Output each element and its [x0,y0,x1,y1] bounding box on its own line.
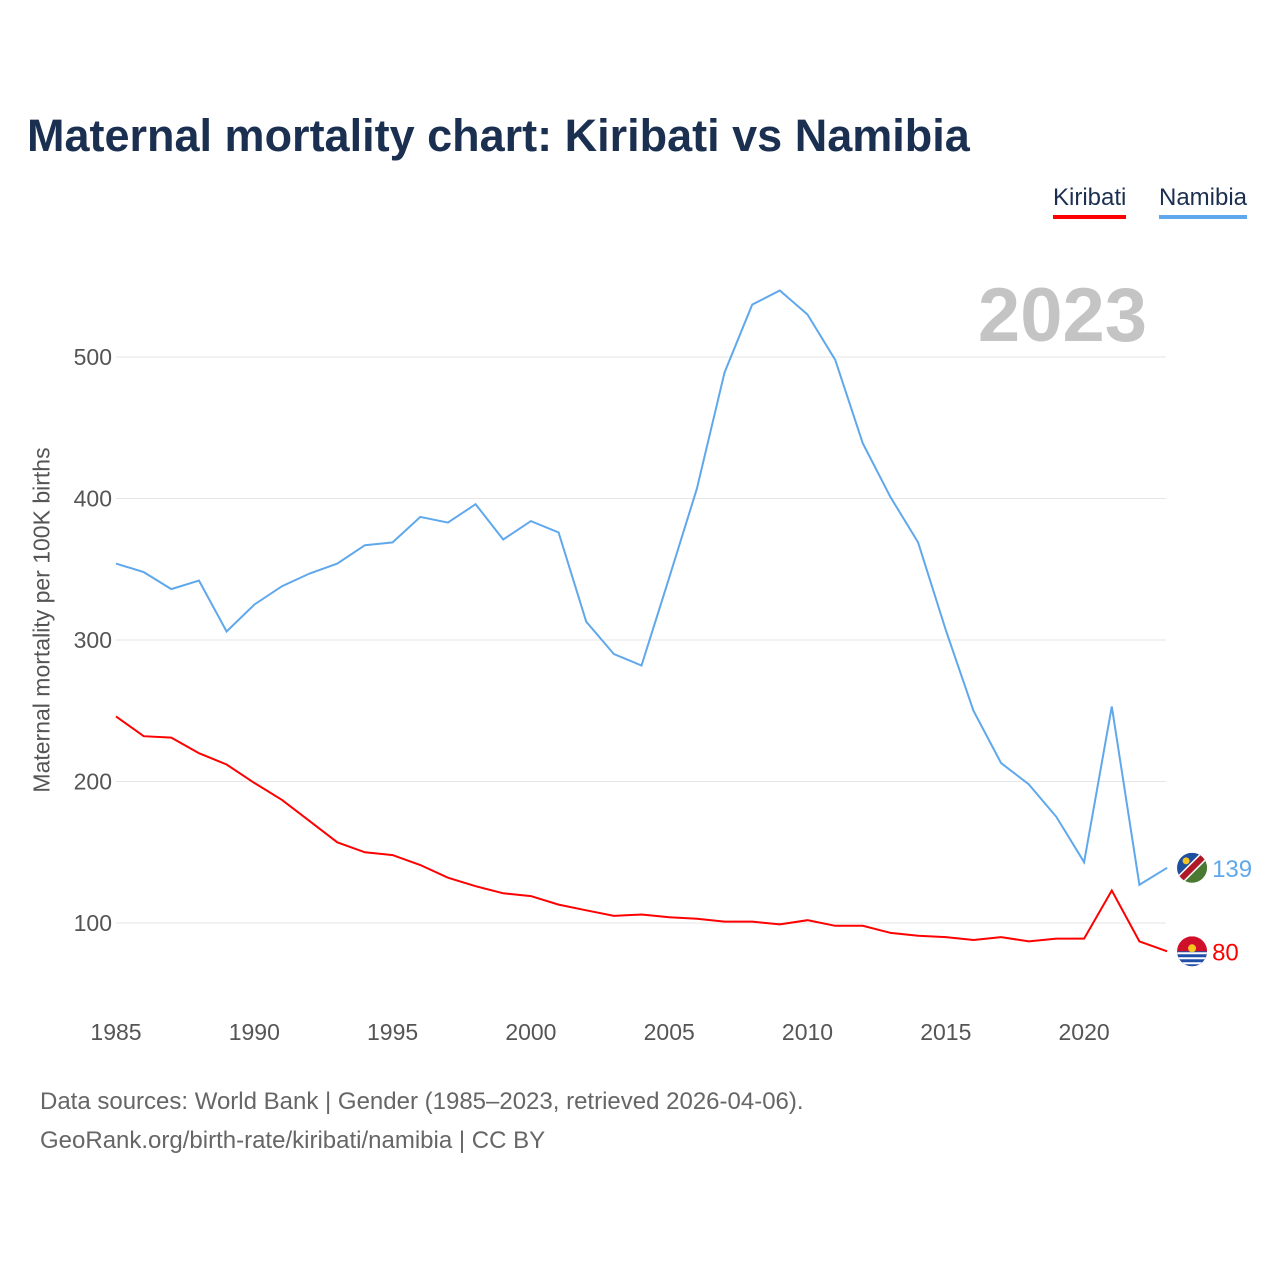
y-tick-label: 300 [74,627,112,653]
y-tick-label: 400 [74,486,112,512]
y-tick-label: 500 [74,344,112,370]
x-tick-label: 1990 [229,1019,280,1045]
series-line-namibia[interactable] [115,289,1168,887]
end-value-label: 80 [1212,939,1239,966]
legend-namibia[interactable]: Namibia [1159,184,1248,219]
chart-title: Maternal mortality chart: Kiribati vs Na… [27,110,970,161]
footer-link[interactable]: GeoRank.org/birth-rate/kiribati/namibia … [40,1127,546,1154]
x-tick-label: 2010 [782,1019,833,1045]
x-tick-label: 2015 [920,1019,971,1045]
x-tick-label: 2005 [644,1019,695,1045]
x-tick-label: 2000 [505,1019,556,1045]
year-label: 2023 [977,273,1147,358]
footer-sources: Data sources: World Bank | Gender (1985–… [40,1088,804,1115]
namibia-flag-icon [1177,852,1208,883]
y-tick-label: 100 [74,910,112,936]
x-tick-label: 2020 [1059,1019,1110,1045]
kiribati-flag-icon [1177,936,1208,967]
x-tick-label: 1985 [90,1019,141,1045]
y-tick-label: 200 [74,769,112,795]
legend-kiribati[interactable]: Kiribati [1053,184,1127,219]
x-tick-label: 1995 [367,1019,418,1045]
series-line-kiribati[interactable] [115,715,1168,953]
end-value-label: 139 [1212,856,1252,883]
